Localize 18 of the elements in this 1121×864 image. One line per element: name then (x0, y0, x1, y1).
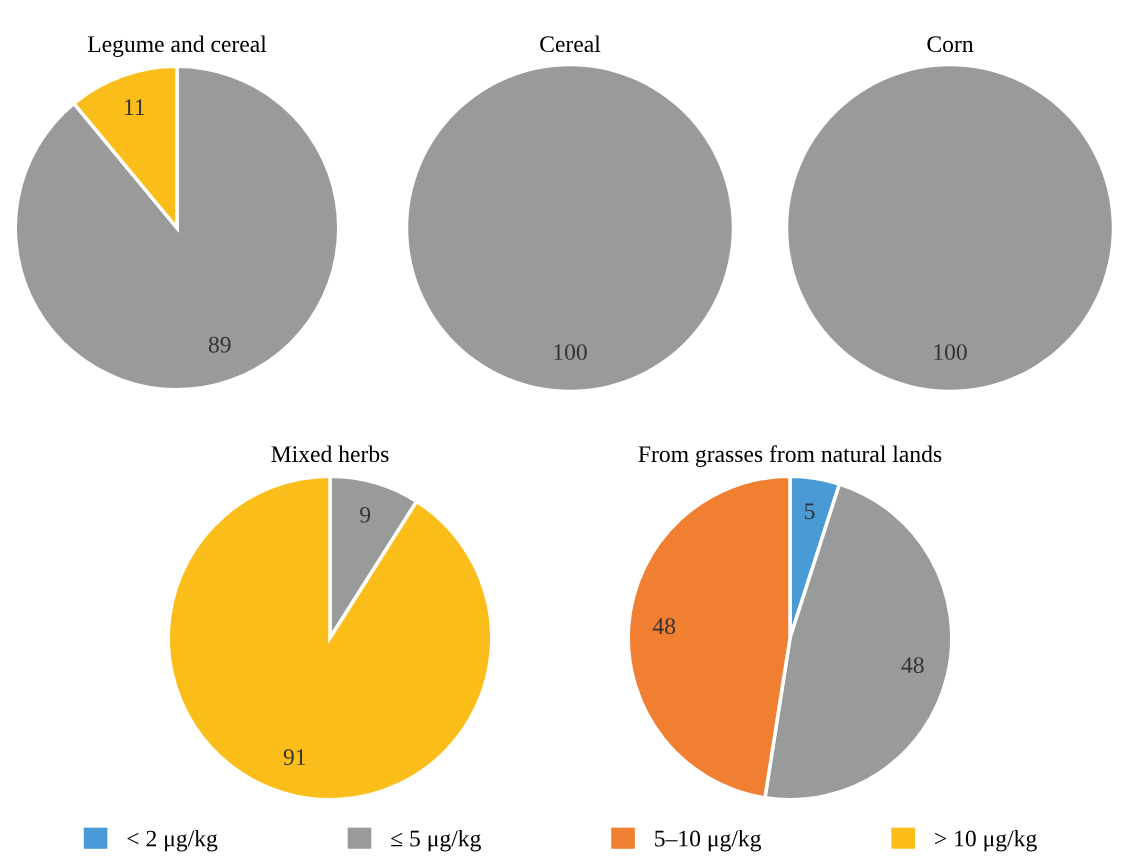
data-label: 48 (652, 618, 676, 635)
chart-title: Cereal (540, 35, 601, 53)
data-label: 100 (554, 344, 587, 361)
legend-label: ≤ 5 μg/kg (391, 829, 481, 852)
chart-title: Corn (927, 36, 974, 53)
data-label: 48 (901, 657, 924, 674)
data-label: 11 (124, 99, 145, 115)
data-label: 9 (360, 506, 371, 523)
chart-title: From grasses from natural lands (638, 445, 942, 467)
data-label: 5 (805, 503, 815, 520)
legend-label: 5–10 μg/kg (655, 829, 762, 852)
data-label: 100 (934, 344, 967, 361)
chart-title: Mixed herbs (271, 445, 389, 463)
legend-label: > 10 μg/kg (935, 829, 1037, 852)
data-label: 89 (208, 336, 231, 353)
legend-label: < 2 μg/kg (127, 829, 218, 852)
data-label: 91 (283, 749, 306, 766)
chart-title: Legume and cereal (87, 35, 267, 57)
